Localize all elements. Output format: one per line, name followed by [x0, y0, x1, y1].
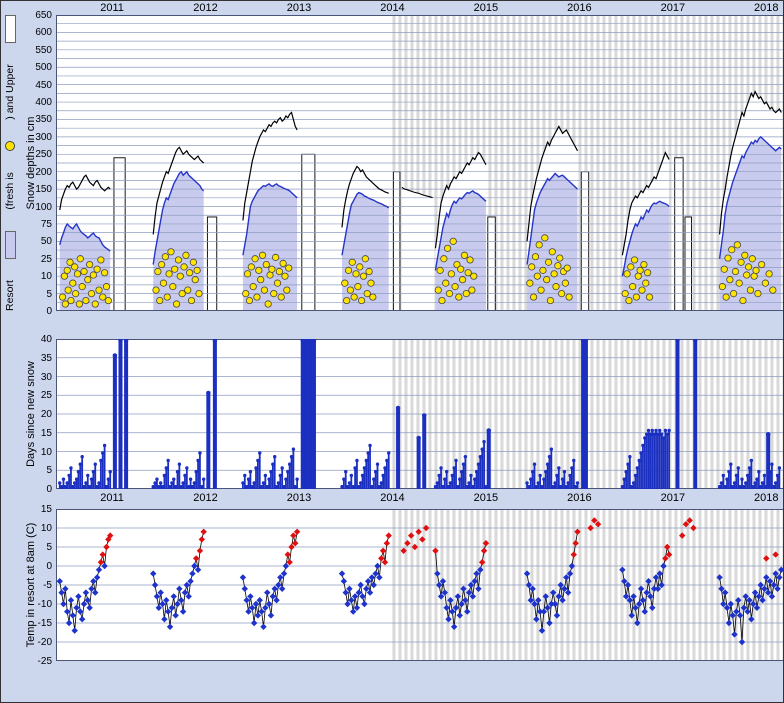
year-label: 2017 [660, 492, 686, 504]
upper-swatch-icon [4, 15, 16, 44]
days-axis-title: Days since new snow [25, 361, 37, 467]
days-since-snow-chart-canvas [56, 339, 783, 489]
temperature-chart-canvas [56, 509, 783, 661]
legend-resort-label: Resort [4, 280, 16, 311]
temp-axis-title: Temp in resort at 8am (C) [25, 522, 37, 648]
year-label: 2011 [100, 492, 124, 504]
depth-legend: Resort (fresh is ) and Upper [4, 15, 16, 311]
year-label: 2014 [380, 2, 405, 14]
year-label: 2013 [286, 492, 312, 504]
fresh-snow-dot-icon [5, 140, 15, 151]
year-label: 2018 [754, 492, 779, 504]
depth-axis-title: Snow depths in cm [25, 116, 37, 210]
year-label: 2017 [660, 2, 686, 14]
year-label: 2015 [473, 492, 499, 504]
year-label: 2015 [473, 2, 499, 14]
legend-fresh-pre-label: (fresh is [4, 172, 16, 210]
year-label: 2011 [100, 2, 124, 14]
year-axis-middle: 2011 2012 2013 2014 2015 2016 2017 2018 [1, 492, 783, 505]
legend-fresh-post-label: ) and Upper [4, 64, 16, 120]
snow-depth-chart-canvas [56, 15, 783, 311]
year-label: 2018 [754, 2, 779, 14]
year-label: 2013 [286, 2, 312, 14]
resort-swatch-icon [4, 230, 16, 259]
year-label: 2012 [193, 2, 218, 14]
year-label: 2014 [380, 492, 405, 504]
year-label: 2016 [567, 2, 592, 14]
year-axis-top: 2011 2012 2013 2014 2015 2016 2017 2018 [1, 2, 783, 15]
year-label: 2012 [193, 492, 218, 504]
year-label: 2016 [567, 492, 592, 504]
